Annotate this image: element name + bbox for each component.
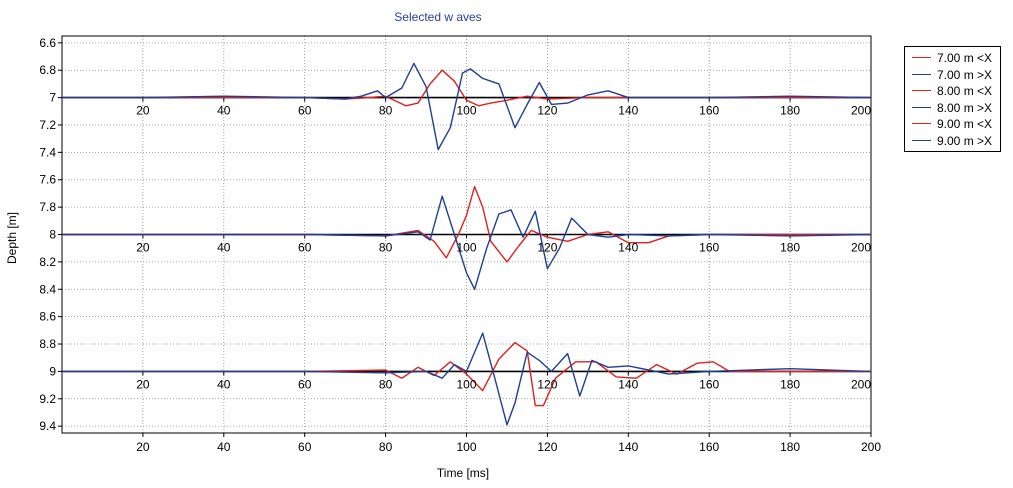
y-tick-label-1: 6.8 xyxy=(39,63,56,77)
baseline-tick-label-0-5: 120 xyxy=(537,104,557,118)
baseline-tick-label-0-8: 180 xyxy=(780,104,800,118)
y-tick-label-0: 6.6 xyxy=(39,36,56,50)
baseline-tick-label-2-3: 80 xyxy=(379,377,393,391)
baseline-tick-label-1-3: 80 xyxy=(379,241,393,255)
x-tick-label-8: 180 xyxy=(780,440,800,454)
baseline-tick-label-2-1: 40 xyxy=(217,377,231,391)
legend-label-2: 8.00 m <X xyxy=(937,84,993,98)
legend-label-5: 9.00 m >X xyxy=(937,133,993,148)
series-line-1 xyxy=(62,62,872,151)
y-tick-label-11: 8.8 xyxy=(39,337,56,351)
series-lines xyxy=(62,62,872,426)
legend-swatch-3 xyxy=(912,106,931,108)
x-tick-label-0: 20 xyxy=(136,440,150,454)
x-tick-label-1: 40 xyxy=(217,440,231,454)
legend-item-2: 8.00 m <X xyxy=(905,83,1001,99)
x-tick-label-9: 200 xyxy=(861,440,881,454)
x-tick-label-2: 60 xyxy=(298,440,312,454)
y-tick-label-2: 7 xyxy=(49,91,56,105)
tick-labels: 6.6 6.8 7 7.2 7.4 7.6 7.8 8 8.2 8.4 8.6 8.8 9 9.2 9.4 2… xyxy=(39,36,881,454)
baseline-tick-label-2-4: 100 xyxy=(456,377,476,391)
y-tick-label-4: 7.4 xyxy=(39,145,56,159)
legend-label-0: 7.00 m <X xyxy=(937,51,993,65)
y-tick-label-9: 8.4 xyxy=(39,282,56,296)
legend-label-3: 8.00 m >X xyxy=(937,100,993,115)
baseline-tick-label-0-6: 140 xyxy=(618,104,638,118)
legend: 7.00 m <X 7.00 m >X 8.00 m <X 8.00 m >X 9.00… xyxy=(904,46,1001,152)
baseline-tick-label-0-3: 80 xyxy=(379,104,393,118)
legend-swatch-2 xyxy=(912,90,931,91)
y-tick-label-14: 9.4 xyxy=(39,419,56,433)
baseline-tick-label-1-1: 40 xyxy=(217,241,231,255)
legend-label-4: 9.00 m <X xyxy=(937,117,993,131)
chart-title: Selected w aves xyxy=(394,10,481,24)
baseline-tick-label-1-0: 20 xyxy=(136,241,150,255)
series-line-3 xyxy=(62,195,872,290)
legend-label-1: 7.00 m >X xyxy=(937,67,993,82)
y-tick-label-3: 7.2 xyxy=(39,118,56,132)
legend-item-4: 9.00 m <X xyxy=(905,116,1001,132)
baseline-tick-label-0-2: 60 xyxy=(298,104,312,118)
baseline-tick-label-2-6: 140 xyxy=(618,377,638,391)
baseline-tick-label-0-0: 20 xyxy=(136,104,150,118)
y-tick-label-13: 9.2 xyxy=(39,392,56,406)
baseline-tick-label-1-2: 60 xyxy=(298,241,312,255)
legend-swatch-4 xyxy=(912,123,931,124)
baseline-tick-label-1-5: 120 xyxy=(537,241,557,255)
baseline-tick-label-0-9: 200 xyxy=(851,104,871,118)
baseline-tick-label-2-2: 60 xyxy=(298,377,312,391)
y-axis-label: Depth [m] xyxy=(5,212,19,264)
x-axis-label: Time [ms] xyxy=(437,466,489,480)
x-tick-label-6: 140 xyxy=(618,440,638,454)
legend-swatch-0 xyxy=(912,57,931,58)
baseline-tick-label-2-0: 20 xyxy=(136,377,150,391)
series-line-4 xyxy=(62,341,871,407)
y-tick-label-12: 9 xyxy=(49,364,56,378)
y-tick-label-6: 7.8 xyxy=(39,200,56,214)
baseline-tick-label-2-7: 160 xyxy=(699,377,719,391)
y-tick-label-7: 8 xyxy=(49,228,56,242)
baseline-tick-label-1-9: 200 xyxy=(851,241,871,255)
legend-item-3: 8.00 m >X xyxy=(905,100,1001,116)
baseline-tick-label-1-6: 140 xyxy=(618,241,638,255)
baseline-tick-label-0-4: 100 xyxy=(456,104,476,118)
legend-swatch-5 xyxy=(912,139,931,141)
legend-item-1: 7.00 m >X xyxy=(905,67,1001,83)
baseline-tick-label-2-9: 200 xyxy=(851,377,871,391)
x-tick-label-5: 120 xyxy=(537,440,557,454)
baseline-tick-label-0-1: 40 xyxy=(217,104,231,118)
legend-swatch-1 xyxy=(912,73,931,75)
baseline-tick-label-2-5: 120 xyxy=(537,377,557,391)
y-tick-label-8: 8.2 xyxy=(39,255,56,269)
baseline-tick-label-1-7: 160 xyxy=(699,241,719,255)
legend-item-5: 9.00 m >X xyxy=(905,133,1001,149)
legend-item-0: 7.00 m <X xyxy=(905,50,1001,66)
baseline-tick-label-0-7: 160 xyxy=(699,104,719,118)
baseline-tick-label-2-8: 180 xyxy=(780,377,800,391)
baseline-tick-label-1-8: 180 xyxy=(780,241,800,255)
x-tick-label-7: 160 xyxy=(699,440,719,454)
y-tick-label-10: 8.6 xyxy=(39,310,56,324)
x-tick-label-3: 80 xyxy=(379,440,393,454)
x-tick-label-4: 100 xyxy=(456,440,476,454)
y-tick-label-5: 7.6 xyxy=(39,173,56,187)
baseline-tick-label-1-4: 100 xyxy=(456,241,476,255)
series-line-5 xyxy=(62,332,872,426)
